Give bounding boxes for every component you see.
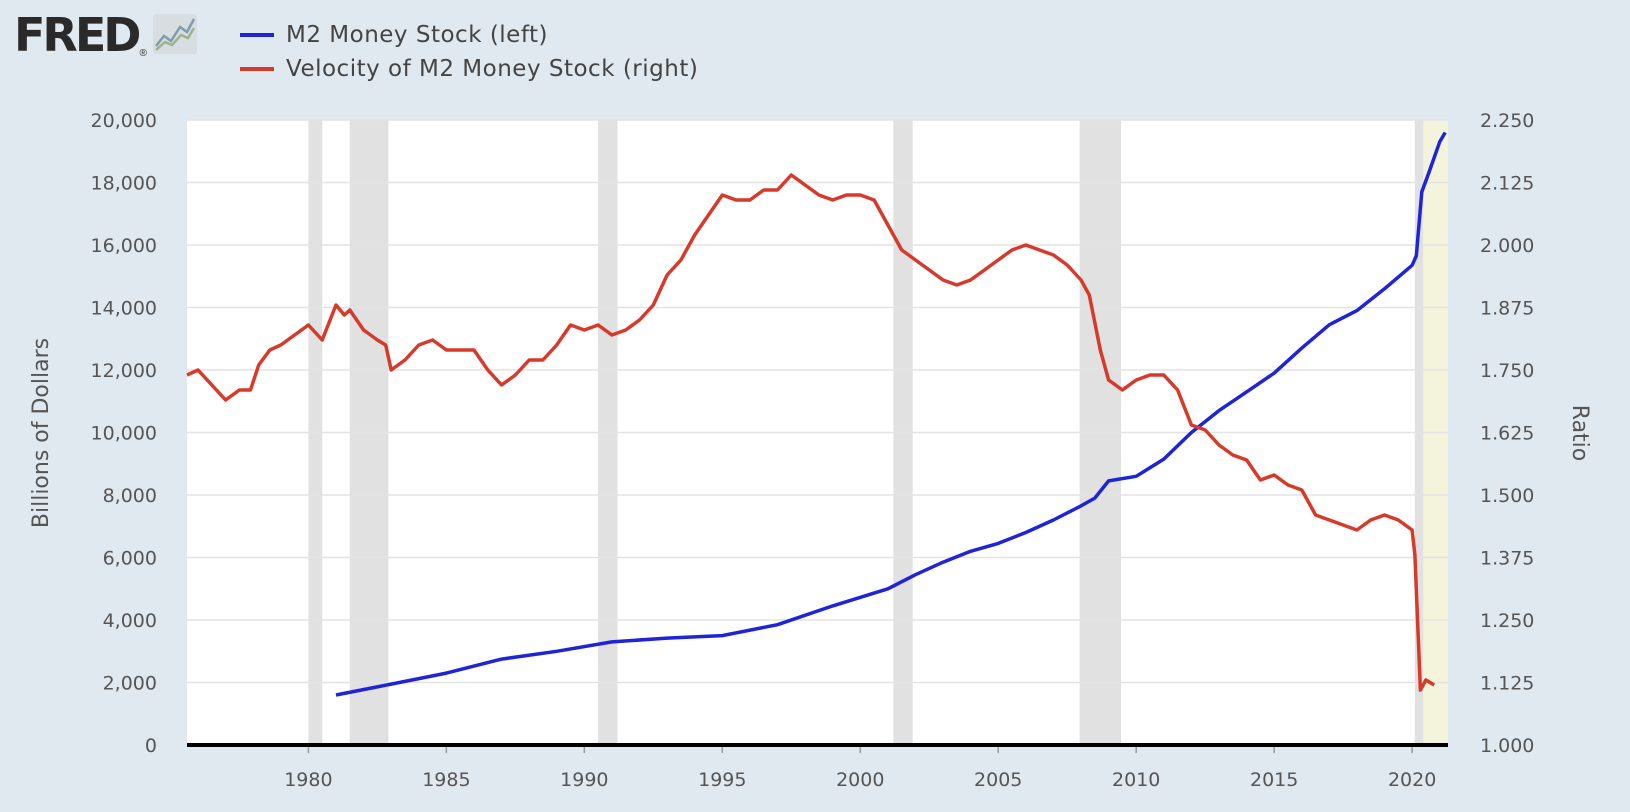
y-left-tick-label: 0 [145, 735, 157, 757]
y-left-tick-label: 20,000 [91, 110, 157, 132]
y-right-tick-label: 1.500 [1480, 485, 1534, 507]
y-right-tick-label: 1.750 [1480, 360, 1534, 382]
y-right-tick-label: 2.250 [1480, 110, 1534, 132]
x-tick-label: 1995 [698, 769, 746, 791]
y-right-tick-label: 1.875 [1480, 298, 1534, 320]
x-tick-label: 2010 [1112, 769, 1160, 791]
logo-registered-mark: ® [139, 48, 147, 59]
series-line-velocity [186, 173, 1436, 692]
fred-logo[interactable]: FRED ® [14, 12, 197, 59]
y-right-tick-label: 1.125 [1480, 673, 1534, 695]
legend-label-velocity: Velocity of M2 Money Stock (right) [286, 56, 699, 82]
trend-chart-icon [152, 14, 197, 54]
y-right-tick-label: 1.000 [1480, 735, 1534, 757]
legend-swatch-velocity [240, 67, 274, 71]
y-right-tick-label: 2.125 [1480, 173, 1534, 195]
header: FRED ® M2 Money Stock (left) Velocity of… [0, 0, 1630, 110]
series-line-m2 [335, 131, 1447, 697]
y-left-tick-label: 12,000 [91, 360, 157, 382]
legend-label-m2: M2 Money Stock (left) [286, 22, 549, 48]
y-left-tick-label: 4,000 [103, 610, 157, 632]
legend-swatch-m2 [240, 33, 274, 37]
logo-text: FRED [14, 8, 141, 62]
legend-item-velocity[interactable]: Velocity of M2 Money Stock (right) [240, 52, 698, 86]
y-right-axis-title: Ratio [1567, 405, 1592, 461]
x-tick-label: 1980 [284, 769, 332, 791]
y-left-tick-label: 14,000 [91, 298, 157, 320]
y-left-axis-title: Billions of Dollars [29, 338, 54, 528]
x-tick-label: 2015 [1250, 769, 1298, 791]
x-tick-label: 2000 [836, 769, 884, 791]
legend-item-m2[interactable]: M2 Money Stock (left) [240, 18, 698, 52]
y-left-tick-label: 8,000 [103, 485, 157, 507]
y-right-tick-label: 1.375 [1480, 548, 1534, 570]
y-left-tick-label: 16,000 [91, 235, 157, 257]
x-tick-label: 2005 [974, 769, 1022, 791]
y-right-tick-label: 2.000 [1480, 235, 1534, 257]
y-left-tick-label: 10,000 [91, 423, 157, 445]
y-left-tick-label: 6,000 [103, 548, 157, 570]
y-right-tick-label: 1.625 [1480, 423, 1534, 445]
x-tick-label: 2020 [1388, 769, 1436, 791]
y-right-tick-label: 1.250 [1480, 610, 1534, 632]
x-tick-label: 1985 [422, 769, 470, 791]
y-left-tick-label: 18,000 [91, 173, 157, 195]
x-tick-label: 1990 [560, 769, 608, 791]
legend: M2 Money Stock (left) Velocity of M2 Mon… [240, 18, 698, 86]
y-left-tick-label: 2,000 [103, 673, 157, 695]
